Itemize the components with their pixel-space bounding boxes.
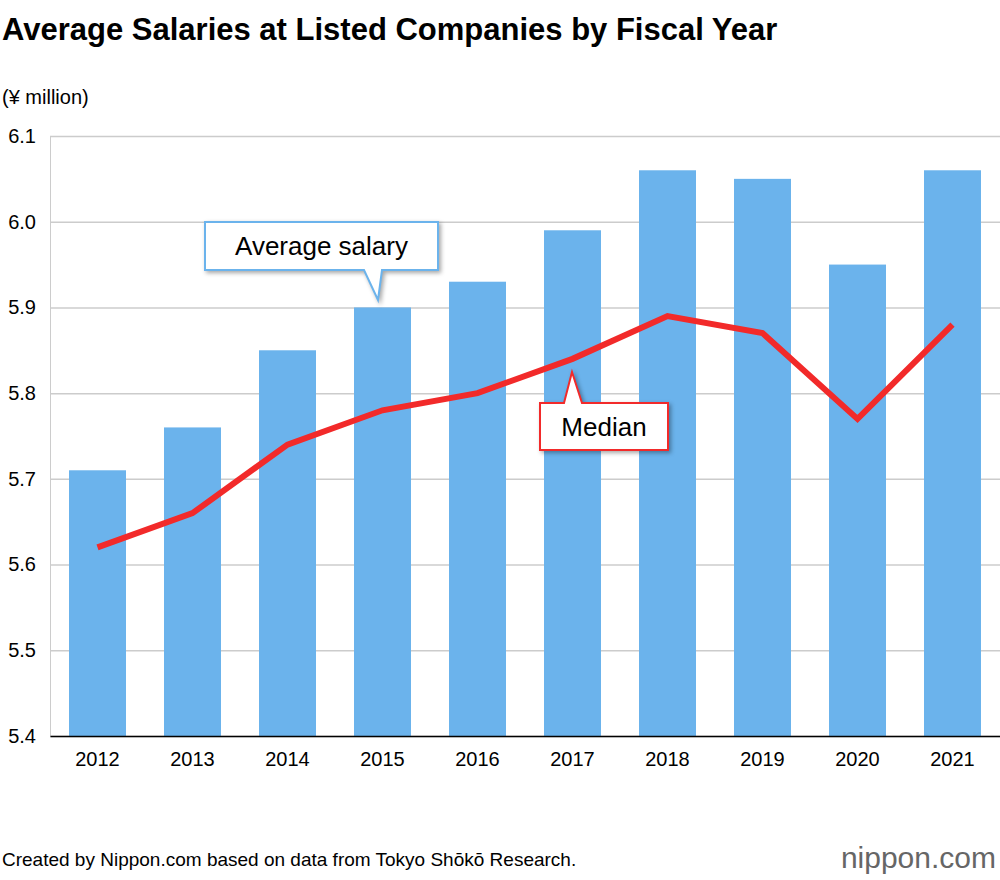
x-tick: 2016	[455, 736, 500, 770]
grid-line	[50, 736, 1000, 738]
bar	[449, 282, 506, 736]
x-tick: 2020	[835, 736, 880, 770]
y-tick-label: 5.5	[8, 639, 36, 661]
x-tick-label: 2012	[75, 748, 120, 770]
y-tick: 6.0	[8, 211, 1000, 233]
y-tick-label: 5.8	[8, 382, 36, 404]
callout: Median	[540, 372, 668, 450]
y-tick-label: 6.1	[8, 125, 36, 147]
logo: nippon.com	[841, 841, 996, 874]
y-tick-label: 5.6	[8, 553, 36, 575]
marks	[69, 170, 981, 736]
y-tick-label: 5.9	[8, 296, 36, 318]
x-tick-label: 2021	[930, 748, 975, 770]
x-tick: 2018	[645, 736, 690, 770]
y-axis-label: (¥ million)	[2, 86, 89, 108]
grid-line	[50, 221, 1000, 223]
x-tick: 2014	[265, 736, 310, 770]
y-axis-line	[50, 137, 51, 737]
callout-box	[205, 222, 438, 300]
x-axis: 2012 2013 2014 2015 2016 2017 2018 2019 2020 2021	[51, 736, 1000, 770]
callout: Average salary	[205, 222, 438, 300]
x-tick-label: 2019	[740, 748, 785, 770]
bar	[734, 179, 791, 736]
x-axis-line	[51, 736, 1000, 738]
callout-box	[540, 372, 668, 450]
title: Average Salaries at Listed Companies by …	[2, 12, 777, 47]
y-tick: 6.1	[8, 125, 1000, 147]
legend-label: Average salary	[235, 231, 408, 261]
bar	[544, 230, 601, 736]
x-tick: 2013	[170, 736, 215, 770]
bar	[259, 350, 316, 736]
x-tick: 2017	[550, 736, 595, 770]
grid-line	[50, 136, 1000, 138]
x-tick: 2015	[360, 736, 405, 770]
bar	[829, 265, 886, 736]
source: Created by Nippon.com based on data from…	[2, 849, 576, 870]
x-tick-label: 2015	[360, 748, 405, 770]
x-tick-label: 2016	[455, 748, 500, 770]
bar	[164, 427, 221, 736]
y-tick-label: 5.7	[8, 468, 36, 490]
legend-label: Median	[561, 412, 646, 442]
bar	[924, 170, 981, 736]
y-axis: 5.4 5.5 5.6 5.7 5.8 5.9 6.0 6.1	[8, 125, 1000, 747]
x-tick-label: 2017	[550, 748, 595, 770]
bar	[354, 307, 411, 736]
line	[98, 316, 953, 547]
x-tick-label: 2018	[645, 748, 690, 770]
x-tick: 2019	[740, 736, 785, 770]
x-tick: 2012	[75, 736, 120, 770]
bar	[69, 470, 126, 736]
y-tick-label: 6.0	[8, 211, 36, 233]
x-tick: 2021	[930, 736, 975, 770]
plot: 5.4 5.5 5.6 5.7 5.8 5.9 6.0 6.1 2012 2013 2014 2015…	[8, 125, 1000, 770]
x-tick-label: 2020	[835, 748, 880, 770]
x-tick-label: 2014	[265, 748, 310, 770]
bar	[639, 170, 696, 736]
y-tick-label: 5.4	[8, 725, 36, 747]
x-tick-label: 2013	[170, 748, 215, 770]
